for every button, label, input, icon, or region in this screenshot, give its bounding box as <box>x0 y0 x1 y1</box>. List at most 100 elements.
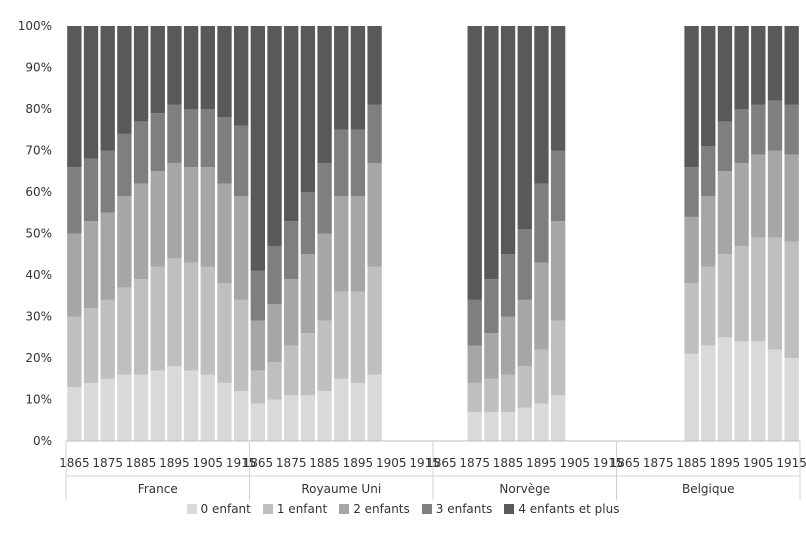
bar-segment <box>100 299 115 379</box>
bar-segment <box>233 196 249 300</box>
x-tick-label: 1905 <box>560 456 591 470</box>
bar-segment <box>767 150 783 238</box>
legend-label: 2 enfants <box>353 502 410 516</box>
bar-segment <box>284 345 299 396</box>
bar-segment <box>784 26 799 105</box>
x-tick-label: 1895 <box>343 456 374 470</box>
bar-segment <box>467 345 482 383</box>
bar-segment <box>200 266 215 375</box>
bar-segment <box>133 121 149 184</box>
bar-segment <box>233 125 249 197</box>
bar-segment <box>517 26 532 230</box>
bar-segment <box>150 26 165 114</box>
x-tick-label: 1885 <box>676 456 707 470</box>
bar-segment <box>183 109 199 168</box>
bar-segment <box>317 233 332 321</box>
y-tick-label: 40% <box>25 268 52 282</box>
bar-segment <box>467 299 482 346</box>
bar-segment <box>684 283 699 354</box>
bar-segment <box>517 407 532 441</box>
bar-segment <box>534 403 549 441</box>
bar-segment <box>133 26 149 122</box>
bar-segment <box>300 395 316 441</box>
y-tick-label: 80% <box>25 102 52 116</box>
bar-segment <box>67 26 82 168</box>
x-tick-label: 1875 <box>459 456 490 470</box>
bar-segment <box>317 391 332 441</box>
y-tick-label: 20% <box>25 351 52 365</box>
x-tick-label: 1905 <box>743 456 774 470</box>
bar-segment <box>200 26 215 109</box>
bar-segment <box>717 337 733 441</box>
legend-item: 4 enfants et plus <box>504 502 619 516</box>
bar-segment <box>751 237 766 342</box>
bar-segment <box>300 192 316 255</box>
bar-segment <box>734 245 749 342</box>
legend-label: 3 enfants <box>435 502 493 516</box>
bar-segment <box>751 26 766 105</box>
bar-segment <box>233 391 249 441</box>
bar-segment <box>334 378 349 441</box>
bar-segment <box>83 26 99 159</box>
bar-segment <box>167 366 182 441</box>
chart-legend: 0 enfant 1 enfant 2 enfants 3 enfants 4 enfa… <box>0 502 806 516</box>
bar-segment <box>267 362 282 400</box>
x-tick-label: 1905 <box>193 456 224 470</box>
bar-segment <box>550 150 566 222</box>
bar-segment <box>267 245 282 305</box>
x-tick-label: 1865 <box>243 456 274 470</box>
y-tick-label: 60% <box>25 185 52 199</box>
bar-segment <box>217 382 232 441</box>
bar-segment <box>767 237 783 350</box>
bar-segment <box>183 167 199 263</box>
legend-swatch <box>186 504 197 514</box>
bar-segment <box>550 26 566 151</box>
bar-segment <box>317 162 332 234</box>
legend-swatch <box>339 504 350 514</box>
bar-segment <box>133 374 149 441</box>
bar-segment <box>150 171 165 267</box>
group-label: Royaume Uni <box>301 482 381 496</box>
bar-segment <box>550 221 566 321</box>
x-tick-label: 1915 <box>226 456 257 470</box>
bar-segment <box>701 146 716 197</box>
bar-segment <box>534 262 549 350</box>
bar-segment <box>350 382 366 441</box>
x-tick-label: 1885 <box>309 456 340 470</box>
bar-segment <box>784 241 799 358</box>
bar-segment <box>484 26 499 280</box>
bar-segment <box>334 129 349 197</box>
x-tick-label: 1865 <box>59 456 90 470</box>
bar-segment <box>284 395 299 441</box>
bar-segment <box>183 262 199 371</box>
bar-segment <box>167 258 182 367</box>
legend-label: 0 enfant <box>200 502 251 516</box>
bar-segment <box>250 26 266 271</box>
bar-segment <box>217 26 232 118</box>
bar-segment <box>284 26 299 222</box>
bar-segment <box>317 26 332 163</box>
group-label: Belgique <box>682 482 735 496</box>
bar-segment <box>334 291 349 379</box>
bar-segment <box>517 366 532 408</box>
bar-segment <box>751 341 766 441</box>
bar-segment <box>233 299 249 392</box>
bar-segment <box>334 26 349 130</box>
legend-item: 1 enfant <box>262 502 327 516</box>
x-tick-label: 1885 <box>126 456 157 470</box>
bar-segment <box>500 254 516 317</box>
bar-segment <box>717 171 733 255</box>
bar-segment <box>517 299 532 367</box>
y-tick-label: 0% <box>33 434 52 448</box>
bar-segment <box>367 266 382 375</box>
x-tick-label: 1895 <box>526 456 557 470</box>
legend-swatch <box>262 504 273 514</box>
bar-segment <box>500 316 516 375</box>
bar-segment <box>217 183 232 284</box>
bar-segment <box>717 26 733 122</box>
bar-segment <box>284 221 299 280</box>
legend-swatch <box>421 504 432 514</box>
bar-segment <box>167 162 182 259</box>
